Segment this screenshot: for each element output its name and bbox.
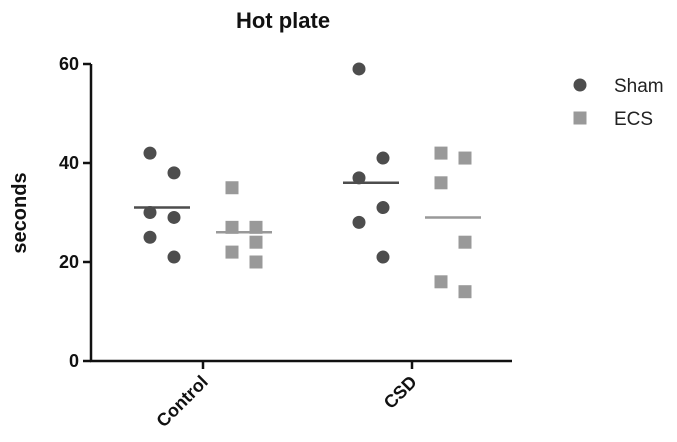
data-point-sham — [143, 206, 157, 219]
y-tick-label: 0 — [69, 351, 79, 371]
data-point-ecs — [249, 235, 263, 249]
data-point-sham — [352, 215, 366, 229]
legend-label-sham: Sham — [614, 76, 664, 97]
data-point-sham — [376, 201, 390, 215]
legend-marker-sham — [573, 78, 587, 92]
data-point-ecs — [225, 245, 239, 259]
data-point-ecs — [225, 220, 239, 234]
data-point-sham — [167, 250, 181, 264]
x-categories: Control CSD — [152, 361, 421, 431]
data-point-sham — [143, 146, 157, 160]
legend: Sham ECS — [573, 76, 664, 130]
data-point-ecs — [434, 146, 448, 160]
data-point-sham — [352, 171, 366, 185]
data-point-sham — [167, 166, 181, 180]
y-tick-label: 60 — [59, 54, 79, 74]
data-point-ecs — [249, 255, 263, 269]
data-point-ecs — [434, 176, 448, 190]
data-point-sham — [167, 210, 181, 224]
y-ticks: 0 20 40 60 — [59, 54, 91, 371]
y-tick-label: 40 — [59, 153, 79, 173]
data-point-ecs — [249, 220, 263, 234]
data-point-ecs — [434, 275, 448, 289]
y-tick-label: 20 — [59, 252, 79, 272]
data-point-ecs — [225, 181, 239, 195]
data-point-ecs — [458, 151, 472, 165]
data-points — [143, 62, 472, 299]
x-category-label: CSD — [380, 372, 421, 413]
mean-lines — [134, 181, 481, 234]
legend-marker-ecs — [573, 111, 587, 125]
data-point-ecs — [458, 285, 472, 299]
data-point-sham — [376, 151, 390, 165]
x-category-label: Control — [152, 372, 211, 431]
data-point-sham — [376, 250, 390, 264]
data-point-sham — [352, 62, 366, 76]
y-axis-label: seconds — [9, 172, 31, 253]
legend-label-ecs: ECS — [614, 109, 653, 130]
data-point-sham — [143, 230, 157, 244]
data-point-ecs — [458, 235, 472, 249]
chart-title: Hot plate — [236, 8, 330, 33]
